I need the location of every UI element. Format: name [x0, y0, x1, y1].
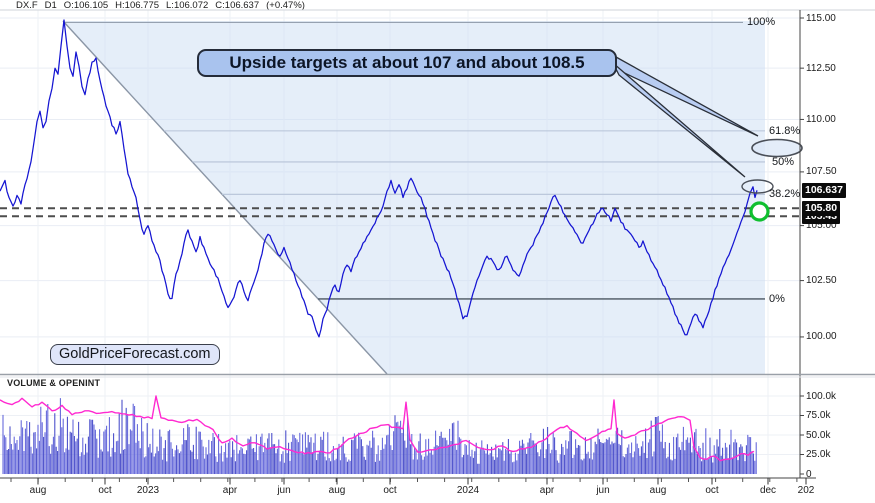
x-axis-label: 2023: [136, 485, 160, 496]
timeframe-label: D1: [44, 0, 57, 11]
open-value: O:106.105: [63, 0, 109, 11]
close-value: C:106.637: [215, 0, 260, 11]
volume-panel-title: VOLUME & OPENINT: [7, 378, 101, 388]
y-axis-label: 100.00: [806, 331, 837, 343]
fib-label-618: 61.8%: [769, 124, 801, 137]
symbol-info-bar: DX.F D1 O:106.105 H:106.775 L:106.072 C:106.6…: [16, 0, 312, 11]
volume-axis-label: 25.0k: [806, 449, 831, 460]
low-value: L:106.072: [166, 0, 209, 11]
volume-bars-dark: [6, 399, 754, 474]
volume-bars: [2, 398, 757, 474]
high-value: H:106.775: [115, 0, 160, 11]
x-axis-label: jun: [596, 485, 610, 496]
lower-target-ellipse[interactable]: [741, 179, 774, 194]
descending-trendline[interactable]: [62, 20, 388, 375]
x-axis-label: aug: [649, 485, 667, 496]
entry-highlight-circle[interactable]: [749, 201, 770, 222]
watermark-label[interactable]: GoldPriceForecast.com: [50, 344, 220, 365]
y-axis-label: 115.00: [806, 12, 836, 24]
y-axis-label: 110.00: [806, 113, 836, 125]
open-interest-line: [0, 395, 755, 462]
y-axis-label: 105.00: [806, 220, 837, 232]
fib-label-50: 50%: [772, 155, 795, 168]
price-line-series: [0, 19, 758, 338]
volume-axis-label: 50.0k: [806, 429, 831, 441]
y-axis-label: 112.50: [806, 62, 836, 74]
upper-target-ellipse[interactable]: [751, 138, 803, 158]
symbol-label: DX.F: [16, 0, 38, 11]
level-tag-105-80: 105.80: [802, 201, 841, 217]
x-axis-label: apr: [539, 485, 555, 496]
fib-label-100: 100%: [747, 16, 776, 29]
x-axis-label: oct: [705, 485, 719, 496]
x-axis-label: apr: [222, 485, 238, 496]
fib-label-382: 38.2%: [769, 188, 801, 201]
volume-axis-label: 75.0k: [806, 410, 831, 421]
x-axis-label: jun: [277, 485, 291, 496]
pattern-shading-region: [63, 21, 765, 374]
x-axis-label: oct: [383, 485, 397, 496]
x-axis-label: dec: [759, 485, 777, 496]
x-axis-label: 202: [797, 485, 815, 496]
volume-axis-label: 100.0k: [806, 390, 837, 402]
y-axis-label: 107.50: [806, 166, 837, 178]
annotation-callout[interactable]: Upside targets at about 107 and about 10…: [197, 49, 617, 77]
x-axis-label: oct: [98, 485, 112, 496]
fib-label-0: 0%: [769, 292, 785, 305]
volume-axis-label: 0: [806, 468, 812, 480]
y-axis-label: 102.50: [806, 275, 837, 287]
change-percent: (+0.47%): [266, 0, 305, 11]
x-axis-label: aug: [29, 485, 47, 496]
x-axis-label: aug: [328, 485, 346, 496]
x-axis-label: 2024: [456, 485, 480, 496]
current-price-tag: 106.637: [802, 182, 846, 198]
